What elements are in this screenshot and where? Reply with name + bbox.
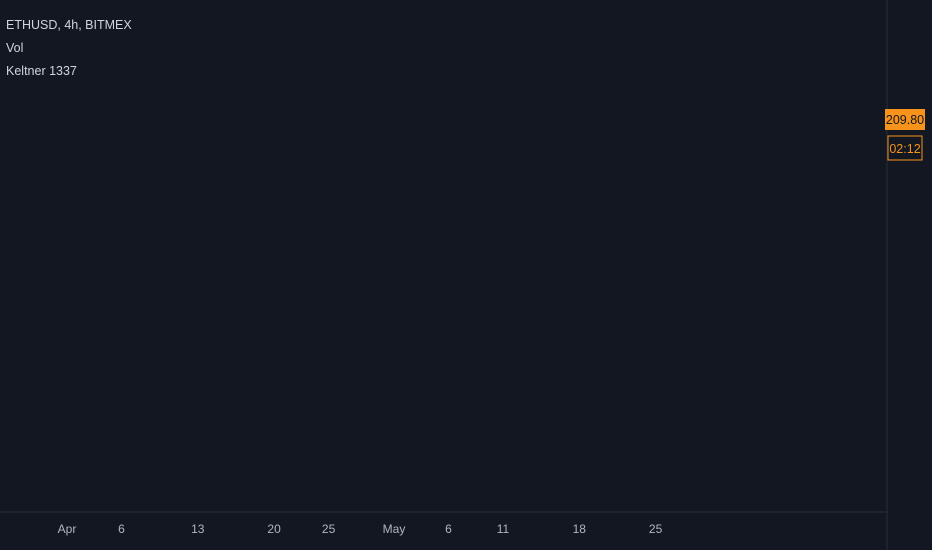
last-price-badge: [885, 109, 925, 130]
last-price-badges: 209.80 02:12: [885, 109, 925, 161]
time-tick-label: 11: [497, 522, 510, 536]
chart-legend: ETHUSD, 4h, BITMEX Vol Keltner 1337: [6, 14, 132, 83]
time-tick-label: May: [383, 522, 406, 536]
indicator-keltner[interactable]: Keltner 1337: [6, 64, 77, 78]
symbol-title[interactable]: ETHUSD, 4h, BITMEX: [6, 18, 132, 32]
time-tick-label: 6: [118, 522, 125, 536]
time-tick-label: 20: [267, 522, 281, 536]
bar-countdown-label: 02:12: [889, 142, 920, 156]
time-tick-label: Apr: [58, 522, 77, 536]
time-tick-label: 25: [322, 522, 336, 536]
time-tick-label: 18: [573, 522, 587, 536]
countdown-badge: [887, 135, 923, 161]
indicator-vol[interactable]: Vol: [6, 41, 24, 55]
time-tick-label: 6: [445, 522, 452, 536]
last-price-label: 209.80: [886, 113, 924, 127]
time-tick-label: 13: [191, 522, 205, 536]
time-axis[interactable]: Apr 6 13 20 25 May 6 11 18 25: [58, 522, 663, 536]
time-tick-label: 25: [649, 522, 663, 536]
